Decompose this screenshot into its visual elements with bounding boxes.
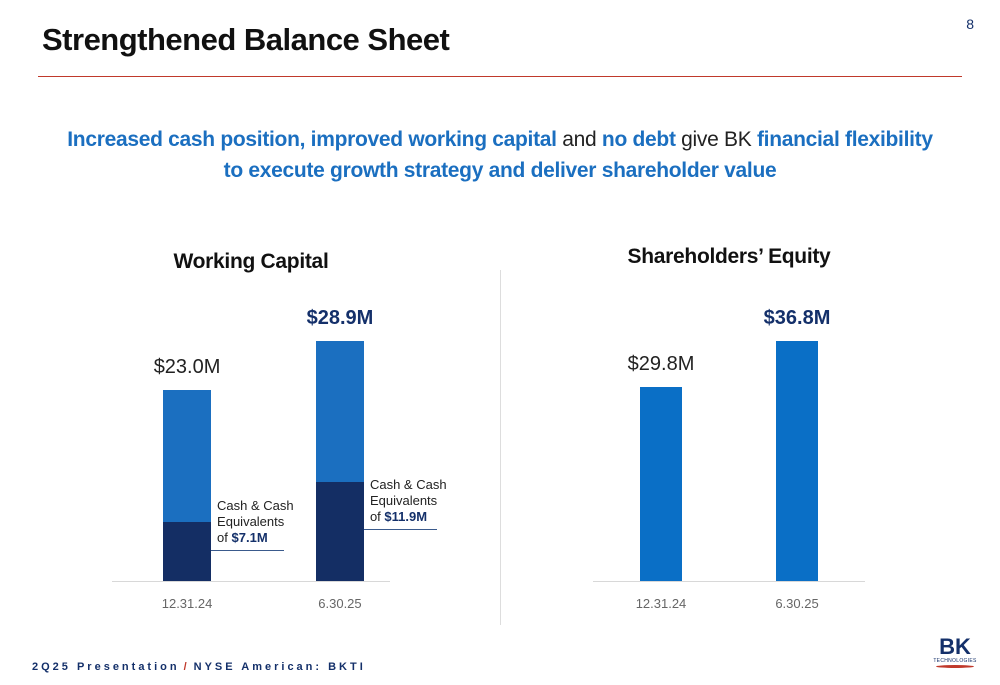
annotation: Cash & Cash Equivalents of $11.9M bbox=[370, 477, 450, 525]
value-label: $28.9M bbox=[306, 307, 374, 329]
headline-part: financial flexibility bbox=[756, 128, 933, 151]
x-tick-label: 12.31.24 bbox=[635, 596, 687, 611]
headline: Increased cash position, improved workin… bbox=[20, 124, 980, 186]
x-axis bbox=[593, 581, 865, 582]
annotation-value: $7.1M bbox=[231, 530, 268, 546]
value-label: $29.8M bbox=[627, 352, 695, 375]
bar bbox=[776, 341, 818, 581]
annotation-value: $11.9M bbox=[384, 509, 428, 525]
title-rule bbox=[38, 76, 962, 77]
annotation-text: Cash & Cash Equivalents of bbox=[369, 477, 447, 525]
logo-sub: TECHNOLOGIES bbox=[933, 658, 977, 664]
page-number: 8 bbox=[966, 16, 974, 32]
chart-title: Shareholders’ Equity bbox=[627, 245, 831, 268]
headline-part: give BK bbox=[675, 128, 757, 151]
annotation-line bbox=[363, 529, 437, 531]
annotation-line bbox=[211, 550, 285, 552]
footer-separator: / bbox=[183, 661, 190, 673]
headline-part: no debt bbox=[601, 128, 676, 151]
headline-part: to execute growth strategy and deliver s… bbox=[223, 159, 777, 182]
logo-swoosh bbox=[936, 665, 974, 668]
slide-title: Strengthened Balance Sheet bbox=[42, 22, 450, 57]
cash-bar bbox=[315, 482, 364, 581]
footer: 2Q25 Presentation / NYSE American: BKTI bbox=[32, 661, 366, 673]
value-label: $23.0M bbox=[153, 355, 221, 378]
footer-text: 2Q25 Presentation bbox=[32, 661, 180, 673]
chart: Shareholders’ Equity $29.8M 12.31.24 $36.8M… bbox=[593, 0, 865, 685]
x-tick-label: 6.30.25 bbox=[318, 596, 362, 611]
logo-name: BK bbox=[939, 634, 971, 659]
cash-bar bbox=[163, 522, 212, 581]
annotation: Cash & Cash Equivalents of $7.1M bbox=[217, 498, 297, 546]
x-tick-label: 12.31.24 bbox=[161, 596, 213, 611]
chart: Working Capital $23.0M 12.31.24 Cash & Cash… bbox=[112, 0, 447, 685]
divider bbox=[500, 270, 501, 625]
x-axis bbox=[112, 581, 390, 582]
footer-text: NYSE American: BKTI bbox=[193, 661, 366, 673]
logo: BK TECHNOLOGIES bbox=[930, 636, 980, 668]
annotation-text: Cash & Cash Equivalents of bbox=[217, 498, 294, 546]
value-label: $36.8M bbox=[763, 307, 831, 329]
headline-part: Increased cash position, improved workin… bbox=[67, 128, 557, 151]
chart-title: Working Capital bbox=[173, 250, 329, 273]
headline-part: and bbox=[556, 128, 602, 151]
x-tick-label: 6.30.25 bbox=[775, 596, 819, 611]
bar bbox=[640, 386, 682, 581]
